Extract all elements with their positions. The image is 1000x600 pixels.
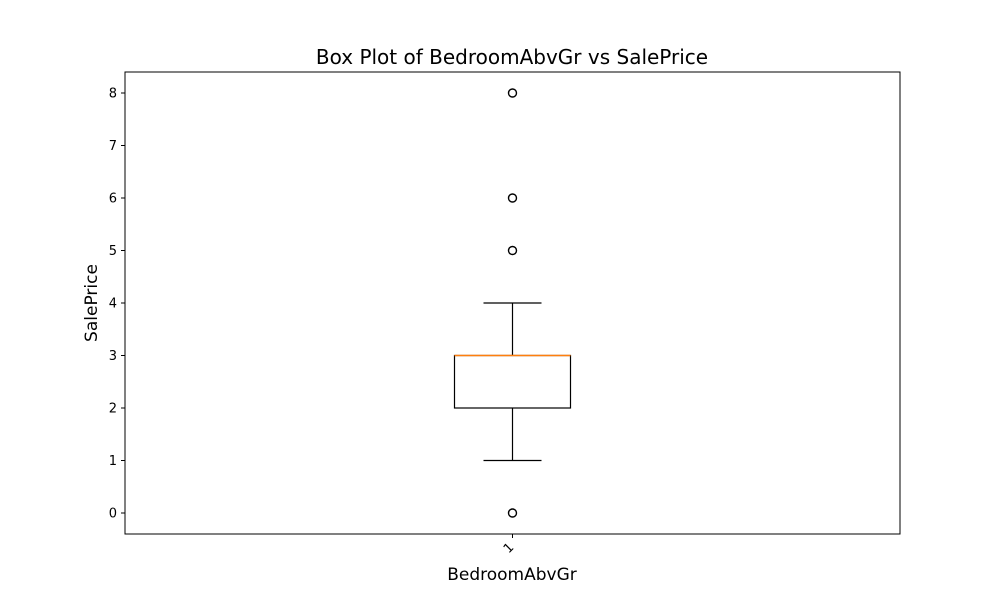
y-tick-label: 3	[109, 349, 117, 364]
box-iqr	[453, 354, 572, 409]
x-axis: 1	[501, 534, 517, 557]
y-tick-label: 8	[109, 87, 117, 102]
y-tick-label: 0	[109, 507, 117, 522]
y-tick-label: 1	[109, 454, 117, 469]
boxes	[453, 88, 572, 518]
y-tick-label: 5	[109, 244, 117, 259]
outlier-point	[507, 88, 518, 98]
y-axis-label: SalePrice	[82, 264, 102, 342]
y-tick-label: 7	[109, 139, 117, 154]
outlier-point	[507, 193, 518, 203]
x-axis-label: BedroomAbvGr	[447, 565, 577, 585]
y-tick-label: 2	[109, 402, 117, 417]
y-tick-label: 6	[109, 192, 117, 207]
y-axis: 0 1 2 3 4 5 6 7 8	[109, 87, 125, 522]
outlier-point	[507, 245, 518, 256]
x-tick-label: 1	[501, 540, 517, 556]
outlier-point	[507, 508, 518, 518]
chart-title: Box Plot of BedroomAbvGr vs SalePrice	[316, 45, 708, 69]
y-tick-label: 4	[109, 297, 117, 312]
